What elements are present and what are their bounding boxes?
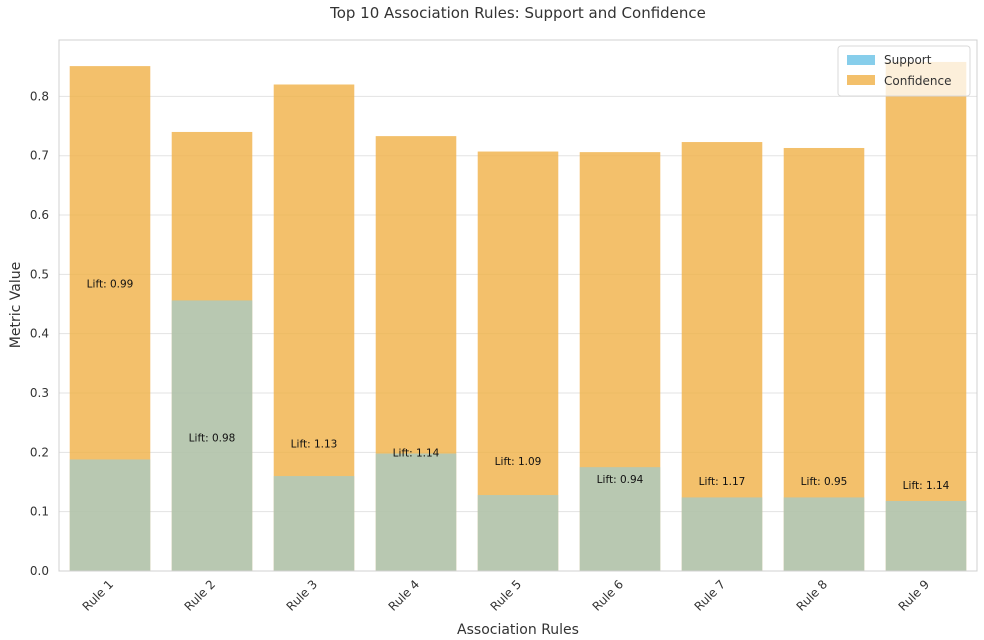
- support-bar: [477, 495, 559, 571]
- legend-label-confidence: Confidence: [884, 74, 951, 88]
- support-bar: [273, 476, 355, 571]
- support-bar: [885, 500, 967, 571]
- y-tick-label: 0.0: [30, 564, 49, 578]
- x-tick-labels: Rule 1 Rule 2 Rule 3 Rule 4 Rule 5 Rule 6 Rule…: [80, 577, 932, 613]
- support-bar: [783, 497, 865, 571]
- lift-label: Lift: 1.09: [495, 456, 542, 468]
- y-tick-label: 0.3: [30, 386, 49, 400]
- y-tick-label: 0.5: [30, 267, 49, 281]
- lift-label: Lift: 1.14: [393, 447, 440, 459]
- support-bar: [579, 467, 661, 571]
- legend: Support Confidence: [837, 45, 971, 97]
- x-tick-label: Rule 7: [692, 577, 728, 613]
- support-bar: [375, 453, 457, 571]
- y-tick-label: 0.6: [30, 208, 49, 222]
- y-tick-label: 0.7: [30, 149, 49, 163]
- x-tick-label: Rule 4: [386, 577, 422, 613]
- lift-label: Lift: 1.13: [291, 438, 338, 450]
- lift-label: Lift: 1.17: [699, 476, 746, 488]
- lift-label: Lift: 0.94: [597, 474, 644, 486]
- support-bar: [171, 300, 253, 571]
- legend-swatch-confidence: [847, 75, 875, 85]
- support-bar: [69, 459, 151, 571]
- lift-label: Lift: 1.14: [903, 480, 950, 492]
- x-tick-label: Rule 9: [896, 577, 932, 613]
- legend-swatch-support: [847, 55, 875, 65]
- bars: [69, 61, 967, 572]
- lift-label: Lift: 0.99: [87, 278, 134, 290]
- support-bar: [681, 497, 763, 571]
- lift-label: Lift: 0.95: [801, 476, 848, 488]
- x-tick-label: Rule 3: [284, 577, 320, 613]
- legend-label-support: Support: [884, 53, 932, 67]
- confidence-bar: [885, 61, 967, 571]
- chart-title: Top 10 Association Rules: Support and Co…: [329, 4, 706, 22]
- x-tick-label: Rule 8: [794, 577, 830, 613]
- lift-label: Lift: 0.98: [189, 433, 236, 445]
- y-tick-label: 0.1: [30, 505, 49, 519]
- y-tick-label: 0.8: [30, 89, 49, 103]
- y-tick-label: 0.4: [30, 327, 49, 341]
- plot-frame: [58, 39, 978, 572]
- y-tick-label: 0.2: [30, 445, 49, 459]
- y-axis-title: Metric Value: [8, 262, 24, 348]
- y-tick-labels: 0.0 0.1 0.2 0.3 0.4 0.5 0.6 0.7 0.8: [30, 89, 49, 578]
- x-axis-title: Association Rules: [457, 622, 579, 638]
- x-tick-label: Rule 1: [80, 577, 116, 613]
- x-tick-label: Rule 6: [590, 577, 626, 613]
- x-tick-label: Rule 2: [182, 577, 218, 613]
- x-tick-label: Rule 5: [488, 577, 524, 613]
- lift-annotations: Lift: 0.99 Lift: 0.98 Lift: 1.13 Lift: 1.14…: [87, 278, 950, 492]
